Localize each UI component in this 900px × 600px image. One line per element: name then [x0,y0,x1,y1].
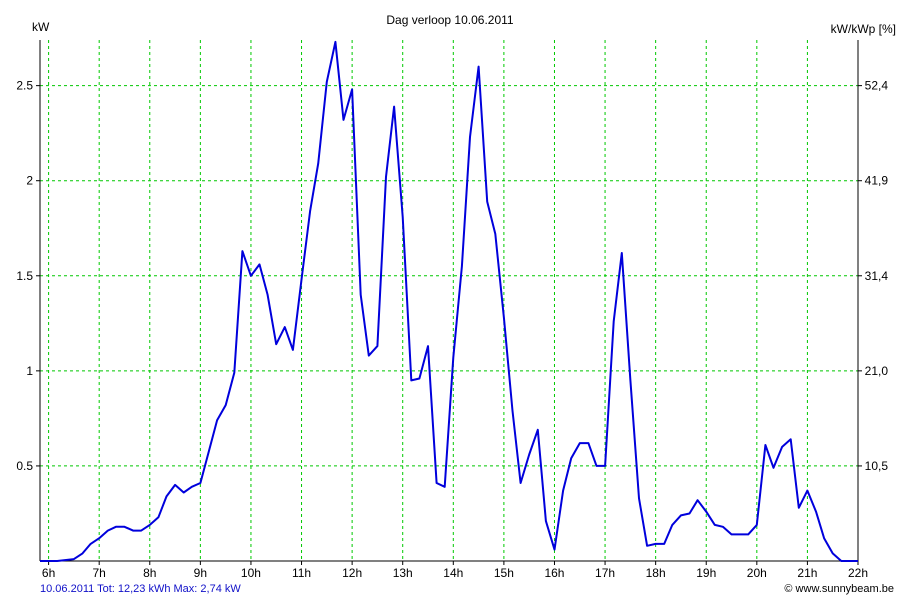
grid-lines [40,40,858,561]
x-tick-label: 18h [646,566,666,580]
power-series-line [40,40,858,562]
series-layer [40,40,858,562]
x-tick-label: 15h [494,566,514,580]
y-tick-label-left: 1.5 [16,269,33,283]
x-tick-label: 10h [241,566,261,580]
x-tick-label: 12h [342,566,362,580]
y-tick-label-right: 31,4 [865,269,889,283]
tick-labels: 6h 7h 8h 9h 10h 11h 12h 13h 14h 15h 16h 17h 18h 19h 20… [16,79,888,580]
y-axis-left-label: kW [32,20,50,34]
x-tick-label: 9h [194,566,207,580]
y-tick-label-right: 10,5 [865,459,889,473]
chart-title: Dag verloop 10.06.2011 [386,13,514,27]
copyright-footer: © www.sunnybeam.be [784,583,894,595]
x-tick-label: 19h [696,566,716,580]
x-tick-label: 22h [848,566,868,580]
x-tick-label: 17h [595,566,615,580]
x-tick-label: 16h [544,566,564,580]
x-tick-label: 11h [292,566,311,580]
x-tick-label: 6h [42,566,55,580]
summary-footer: 10.06.2011 Tot: 12,23 kWh Max: 2,74 kW [40,583,241,595]
plot-area [40,40,858,561]
y-tick-label-left: 2 [26,174,33,188]
y-tick-label-left: 1 [26,364,33,378]
y-tick-label-left: 2.5 [16,79,33,93]
x-tick-label: 20h [747,566,767,580]
y-axis-right-label: kW/kWp [%] [831,22,896,36]
x-tick-label: 7h [93,566,106,580]
y-tick-label-right: 52,4 [865,79,889,93]
y-tick-label-right: 41,9 [865,174,889,188]
x-tick-label: 14h [443,566,463,580]
x-tick-label: 21h [797,566,817,580]
y-tick-label-left: 0.5 [16,459,33,473]
x-tick-label: 8h [143,566,156,580]
y-tick-label-right: 21,0 [865,364,889,378]
x-tick-label: 13h [393,566,413,580]
